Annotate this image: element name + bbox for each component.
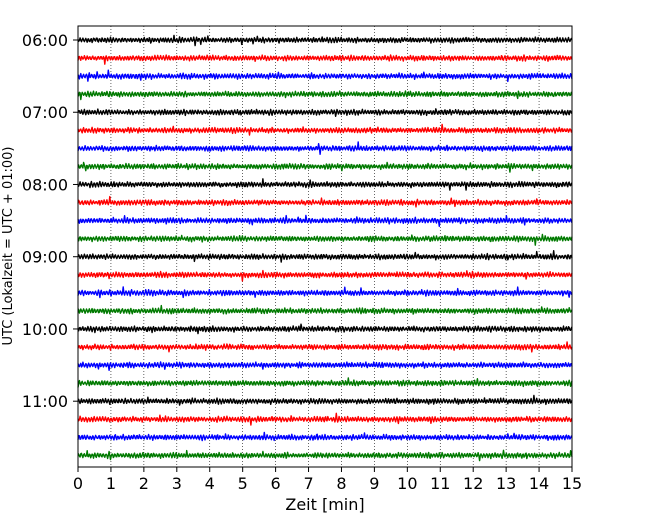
trace-1015 — [77, 341, 573, 353]
y-axis-label: UTC (Lokalzeit = UTC + 01:00) — [1, 147, 16, 346]
trace-1100 — [77, 394, 573, 406]
trace-0830 — [77, 214, 573, 228]
y-axis-ticks: 06:00 07:00 08:00 09:00 10:00 11:00 — [22, 31, 78, 411]
trace-1115 — [77, 412, 573, 426]
y-tick-label-0: 06:00 — [22, 31, 68, 50]
trace-0715 — [77, 123, 573, 136]
x-axis-label: Zeit [min] — [285, 495, 364, 514]
x-tick-label-15: 15 — [562, 474, 582, 493]
trace-0930 — [77, 286, 573, 299]
x-tick-label-7: 7 — [303, 474, 313, 493]
x-tick-label-5: 5 — [238, 474, 248, 493]
trace-0600 — [77, 34, 573, 47]
x-tick-label-8: 8 — [336, 474, 346, 493]
y-tick-label-4: 10:00 — [22, 320, 68, 339]
trace-0630 — [77, 69, 573, 83]
x-tick-label-2: 2 — [139, 474, 149, 493]
x-tick-label-12: 12 — [463, 474, 483, 493]
x-tick-label-4: 4 — [205, 474, 215, 493]
x-tick-label-0: 0 — [73, 474, 83, 493]
plot-frame — [77, 25, 573, 468]
trace-0700 — [77, 108, 573, 118]
trace-0730 — [77, 141, 573, 156]
x-tick-label-13: 13 — [496, 474, 516, 493]
trace-0815 — [77, 195, 573, 208]
x-tick-label-1: 1 — [106, 474, 116, 493]
trace-1000 — [77, 323, 573, 335]
trace-0945 — [77, 304, 573, 315]
trace-1130 — [77, 431, 573, 442]
x-tick-label-3: 3 — [172, 474, 182, 493]
trace-0915 — [77, 269, 573, 282]
seismic-traces — [77, 34, 573, 462]
y-tick-label-2: 08:00 — [22, 175, 68, 194]
y-tick-label-3: 09:00 — [22, 248, 68, 267]
x-tick-label-11: 11 — [430, 474, 450, 493]
y-tick-label-1: 07:00 — [22, 103, 68, 122]
trace-1030 — [77, 361, 573, 371]
x-tick-label-14: 14 — [529, 474, 549, 493]
trace-1145 — [77, 449, 573, 462]
trace-0645 — [77, 90, 573, 101]
trace-1045 — [77, 377, 573, 388]
x-tick-label-9: 9 — [369, 474, 379, 493]
trace-0745 — [77, 161, 573, 173]
x-tick-label-10: 10 — [397, 474, 417, 493]
trace-0845 — [77, 233, 573, 246]
trace-0900 — [77, 249, 573, 263]
y-tick-label-5: 11:00 — [22, 392, 68, 411]
x-axis-ticks: 0 1 2 3 4 5 6 7 8 9 10 11 12 13 14 15 — [73, 467, 582, 493]
trace-0615 — [77, 54, 573, 65]
x-tick-label-6: 6 — [271, 474, 281, 493]
trace-0800 — [77, 178, 573, 191]
